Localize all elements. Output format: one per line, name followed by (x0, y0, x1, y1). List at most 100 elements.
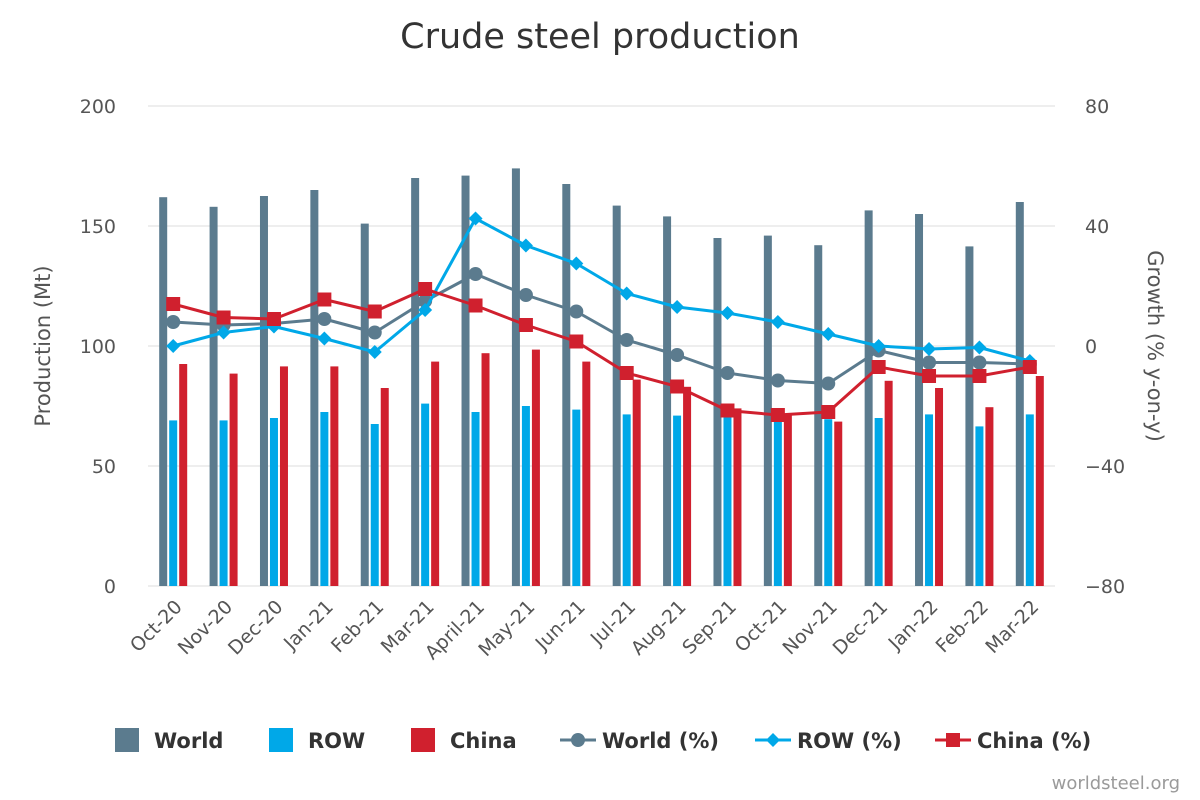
point-row (317, 331, 332, 346)
point-china (569, 334, 584, 349)
x-tick-label: Sep-21 (678, 596, 741, 659)
bar-row (874, 418, 883, 586)
point-china (1022, 360, 1037, 374)
x-tick-label: Jun-21 (531, 596, 590, 655)
point-china (720, 403, 735, 418)
point-world (770, 373, 785, 388)
bar-china (380, 388, 389, 586)
point-china (518, 318, 533, 332)
bar-china (985, 407, 994, 586)
point-world (317, 312, 332, 326)
point-china (619, 366, 634, 380)
y-axis-left: 0 50 100 150 200 (80, 96, 116, 598)
bar-row (1025, 414, 1034, 586)
bar-china (834, 421, 843, 586)
y-right-tick-label: −40 (1085, 456, 1125, 478)
y-left-tick-label: 0 (104, 576, 116, 598)
bar-row (975, 426, 984, 586)
x-tick-label: May-21 (474, 596, 539, 661)
line-china (172, 287, 1031, 417)
x-tick-label: Dec-20 (224, 596, 288, 660)
point-china (166, 297, 181, 311)
bar-world (965, 246, 974, 586)
point-china (418, 282, 433, 296)
y-axis-right-title: Growth (% y-on-y) (1143, 250, 1167, 442)
bar-row (521, 406, 530, 586)
point-row (468, 211, 483, 226)
x-tick-label: Jan-22 (884, 596, 943, 655)
bar-series-world (159, 168, 1024, 587)
point-row (670, 300, 685, 314)
legend-item: World (115, 728, 223, 753)
legend-marker (571, 733, 585, 747)
point-row (619, 286, 634, 301)
bar-world (864, 210, 873, 586)
y-right-tick-label: 40 (1085, 216, 1109, 238)
legend-swatch (269, 728, 293, 752)
grid-lines (148, 105, 1055, 587)
source-credit: worldsteel.org (1052, 773, 1180, 794)
point-row (972, 340, 987, 355)
line-series-row (166, 211, 1037, 368)
legend-label: China (%) (977, 729, 1091, 753)
x-tick-label: Mar-22 (981, 596, 1043, 658)
legend: World ROW China World (%) ROW (%) China (%) (115, 728, 1091, 753)
x-tick-label: Feb-21 (327, 596, 388, 657)
point-world (922, 355, 937, 370)
point-world (720, 366, 735, 380)
point-china (821, 405, 836, 419)
point-china (266, 312, 281, 326)
bar-china (431, 361, 440, 586)
point-world (518, 288, 533, 302)
legend-swatch (115, 728, 139, 752)
bar-row (622, 414, 631, 586)
y-right-tick-label: −80 (1085, 576, 1125, 598)
legend-item: World (%) (560, 729, 719, 753)
legend-swatch (411, 728, 435, 752)
bar-world (461, 175, 470, 586)
point-china (317, 292, 332, 307)
point-world (468, 267, 483, 281)
legend-label: China (450, 729, 517, 753)
bar-world (663, 216, 672, 586)
point-row (166, 339, 181, 353)
bar-china (935, 388, 944, 586)
bar-row (723, 415, 732, 586)
legend-item: China (%) (935, 729, 1091, 753)
point-china (670, 379, 685, 394)
point-row (720, 306, 735, 320)
legend-item: ROW (%) (755, 729, 902, 753)
point-world (670, 348, 685, 362)
y-axis-right: −80 −40 0 40 80 (1085, 96, 1125, 598)
point-world (367, 325, 382, 340)
bar-china (481, 353, 490, 586)
bar-china (733, 408, 742, 586)
y-left-tick-label: 100 (80, 336, 116, 358)
point-world (166, 315, 181, 329)
bar-row (219, 420, 228, 586)
bar-row (320, 412, 329, 586)
bar-world (411, 178, 420, 586)
x-tick-label: Feb-22 (932, 596, 993, 657)
bar-world (915, 214, 924, 586)
chart-title: Crude steel production (400, 17, 800, 57)
point-row (770, 315, 785, 329)
bar-world (360, 223, 369, 586)
point-row (216, 325, 231, 340)
legend-marker (766, 733, 780, 747)
y-right-tick-label: 80 (1085, 96, 1109, 118)
bar-china (1035, 376, 1044, 586)
line-series-china (166, 282, 1037, 422)
bar-china (279, 366, 288, 586)
legend-label: World (154, 729, 223, 753)
point-row (418, 303, 433, 317)
y-axis-left-title: Production (Mt) (31, 265, 55, 426)
bar-row (471, 412, 480, 586)
bar-row (824, 419, 833, 586)
bar-china (683, 386, 692, 586)
bar-row (421, 403, 430, 586)
legend-label: ROW (%) (797, 729, 902, 753)
bar-row (925, 414, 934, 586)
legend-label: ROW (308, 729, 365, 753)
